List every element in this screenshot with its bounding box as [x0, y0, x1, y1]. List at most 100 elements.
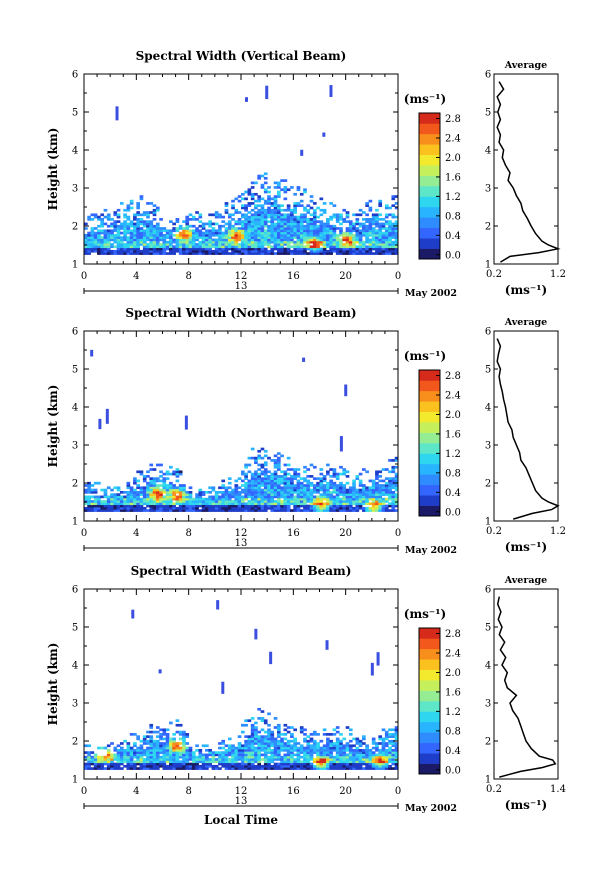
- heatmap-cell: [149, 746, 154, 750]
- heatmap-cell: [234, 240, 239, 244]
- heatmap-cell: [237, 247, 242, 251]
- heatmap-cell: [391, 500, 396, 503]
- heatmap-cell: [123, 208, 127, 212]
- heatmap-cell: [126, 767, 131, 770]
- heatmap-cell: [306, 468, 311, 471]
- heatmap-cell: [185, 751, 190, 754]
- heatmap-cell: [296, 497, 301, 501]
- heatmap-cell: [378, 742, 383, 745]
- heatmap-cell: [290, 227, 294, 230]
- heatmap-cell: [312, 744, 317, 748]
- heatmap-cell: [326, 233, 330, 237]
- heatmap-cell: [273, 486, 278, 490]
- heatmap-cell: [309, 229, 314, 233]
- heatmap-cell: [126, 486, 131, 490]
- heatmap-cell: [113, 227, 118, 230]
- heatmap-cell: [326, 240, 330, 244]
- heatmap-cell: [257, 717, 262, 720]
- heatmap-cell: [198, 220, 203, 223]
- heatmap-cell: [286, 245, 291, 249]
- heatmap-cell: [322, 751, 327, 754]
- heatmap-cell: [375, 758, 379, 761]
- heatmap-cell: [169, 245, 173, 249]
- heatmap-cell: [110, 218, 114, 221]
- heatmap-cell: [218, 245, 222, 249]
- heatmap-cell: [286, 760, 291, 764]
- heatmap-cell: [165, 504, 170, 508]
- heatmap-cell: [234, 247, 239, 251]
- heatmap-cell: [263, 493, 268, 496]
- heatmap-cell: [201, 504, 206, 508]
- heatmap-cell: [257, 506, 262, 510]
- heatmap-cell: [221, 739, 226, 743]
- heatmap-cell: [159, 506, 163, 510]
- heatmap-cell: [267, 497, 271, 501]
- heatmap-cell: [247, 238, 252, 242]
- heatmap-cell: [227, 493, 232, 496]
- heatmap-cell: [260, 229, 265, 233]
- heatmap-cell: [365, 744, 369, 748]
- heatmap-cell: [378, 204, 383, 208]
- heatmap-cell: [342, 755, 347, 759]
- heatmap-cell: [254, 628, 258, 640]
- heatmap-cell: [175, 764, 180, 768]
- heatmap-cell: [319, 767, 324, 770]
- heatmap-cell: [234, 231, 239, 235]
- heatmap-cell: [165, 247, 170, 251]
- heatmap-cell: [205, 506, 209, 510]
- heatmap-cell: [303, 490, 307, 494]
- heatmap-cell: [309, 238, 314, 242]
- heatmap-cell: [267, 479, 271, 483]
- heatmap-cell: [394, 202, 399, 205]
- heatmap-cell: [175, 472, 180, 476]
- heatmap-cell: [136, 760, 140, 764]
- heatmap-cell: [123, 748, 127, 752]
- heatmap-cell: [244, 495, 248, 499]
- heatmap-cell: [384, 243, 389, 246]
- heatmap-cell: [355, 753, 360, 757]
- heatmap-cell: [358, 751, 363, 754]
- heatmap-cell: [352, 227, 356, 230]
- heatmap-cell: [391, 767, 396, 770]
- heatmap-cell: [273, 208, 278, 212]
- heatmap-cell: [237, 211, 242, 214]
- heatmap-cell: [146, 739, 150, 743]
- heatmap-cell: [126, 238, 131, 242]
- heatmap-cell: [182, 755, 186, 759]
- y-tick-label: 5: [72, 108, 78, 119]
- heatmap-cell: [237, 222, 242, 226]
- heatmap-cell: [293, 746, 297, 750]
- heatmap-cell: [283, 213, 288, 217]
- heatmap-cell: [375, 477, 379, 480]
- heatmap-cell: [260, 493, 265, 496]
- heatmap-cell: [139, 488, 144, 492]
- heatmap-cell: [234, 220, 239, 223]
- heatmap-cell: [348, 222, 353, 226]
- heatmap-cell: [355, 247, 360, 251]
- heatmap-cell: [263, 742, 268, 745]
- heatmap-cell: [247, 236, 252, 239]
- heatmap-cell: [97, 231, 101, 235]
- heatmap-cell: [326, 733, 330, 736]
- heatmap-cell: [205, 744, 209, 748]
- heatmap-cell: [263, 764, 268, 768]
- heatmap-cell: [247, 502, 252, 506]
- heatmap-cell: [296, 479, 301, 483]
- heatmap-cell: [394, 735, 399, 738]
- heatmap-cell: [368, 748, 373, 752]
- heatmap-cell: [162, 500, 167, 503]
- heatmap-cell: [116, 252, 121, 255]
- heatmap-cell: [257, 213, 262, 217]
- heatmap-cell: [231, 206, 235, 210]
- heatmap-cell: [195, 243, 199, 246]
- heatmap-cell: [381, 764, 386, 768]
- heatmap-cell: [384, 213, 389, 217]
- heatmap-cell: [254, 470, 258, 474]
- y-tick-label: 1: [72, 260, 78, 271]
- heatmap-cell: [152, 751, 157, 754]
- heatmap-cell: [155, 229, 160, 233]
- heatmap-cell: [267, 502, 271, 506]
- heatmap-cell: [195, 504, 199, 508]
- heatmap-cell: [309, 227, 314, 230]
- heatmap-cell: [152, 249, 157, 253]
